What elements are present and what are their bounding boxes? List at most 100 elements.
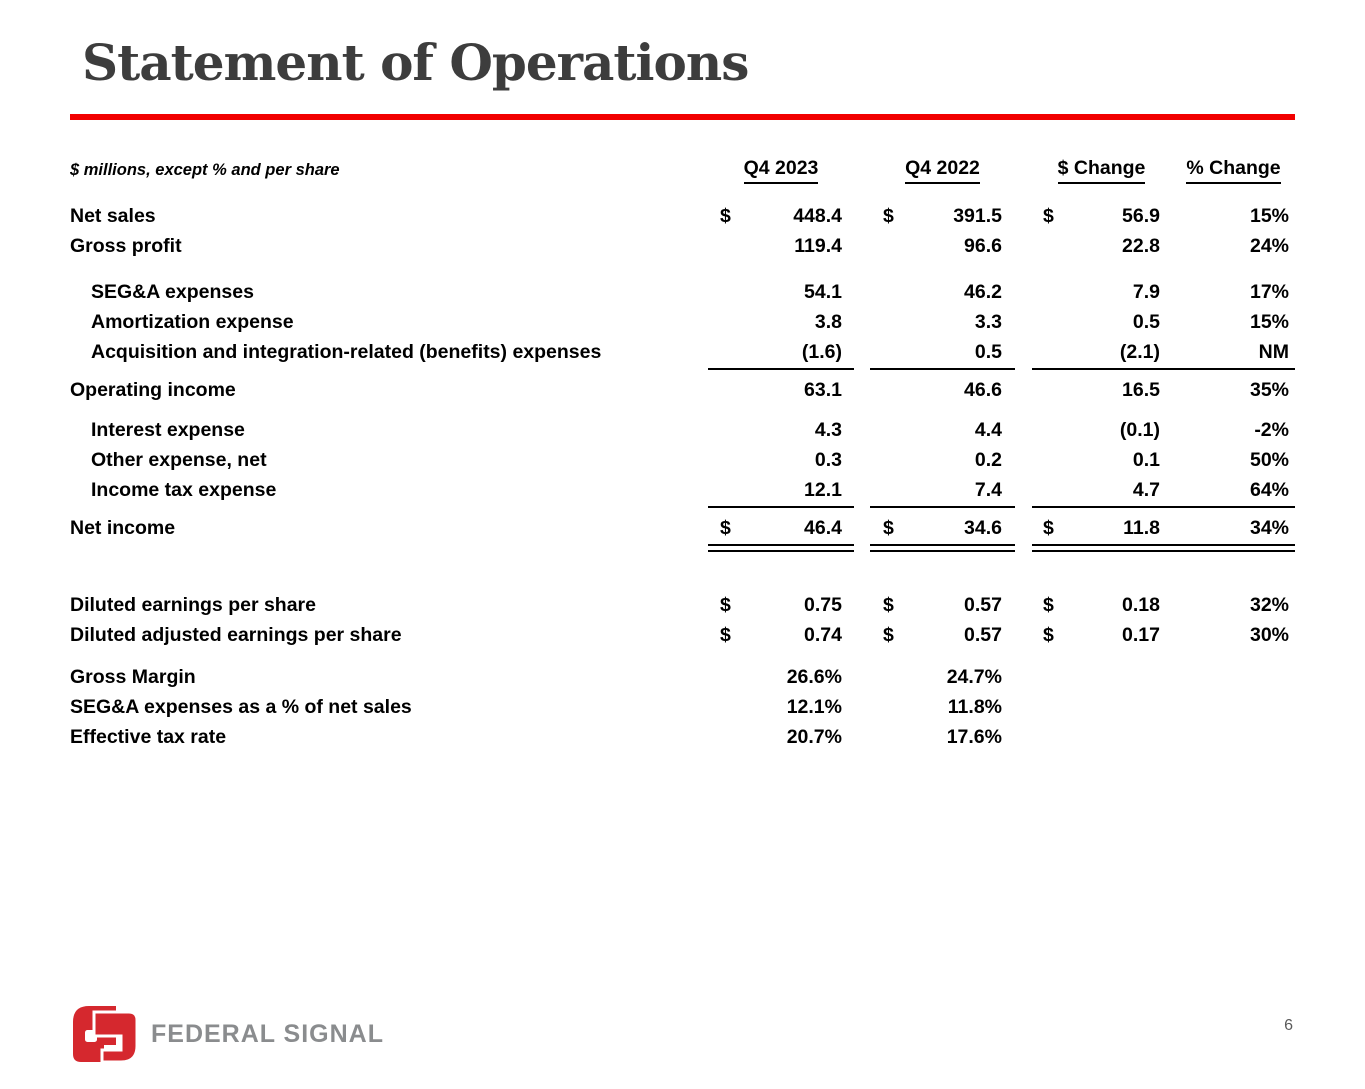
- row-label: Diluted adjusted earnings per share: [70, 624, 402, 646]
- col-header-q4-2023-cell: Q4 2023: [708, 157, 854, 184]
- fs-monogram-icon: [73, 1006, 138, 1063]
- federal-signal-logo: FEDERAL SIGNAL: [72, 1005, 384, 1063]
- table-row-gross-margin: Gross Margin 26.6% 24.7%: [70, 663, 1295, 693]
- value-dollar-change: 4.7: [1132, 479, 1160, 501]
- col-header-dollar-change: $ Change: [1057, 157, 1146, 184]
- page-title: Statement of Operations: [82, 33, 749, 92]
- row-label: Acquisition and integration-related (ben…: [91, 341, 602, 363]
- value-q4-2022: 3.3: [974, 311, 1002, 333]
- row-label: Net sales: [70, 205, 156, 227]
- value-q4-2023: 46.4: [804, 517, 842, 539]
- value-q4-2022: 24.7%: [946, 666, 1002, 688]
- table-row-diluted-eps: Diluted earnings per share $0.75 $0.57 $…: [70, 591, 1295, 621]
- value-dollar-change: 0.17: [1122, 624, 1160, 646]
- row-label: Diluted earnings per share: [70, 594, 316, 616]
- value-dollar-change: 0.18: [1122, 594, 1160, 616]
- col-header-q4-2023: Q4 2023: [743, 157, 819, 184]
- value-dollar-change: 0.1: [1132, 449, 1160, 471]
- table-row-operating-income: Operating income 63.1 46.6 16.5 35%: [70, 376, 1295, 406]
- table-row-amortization-expense: Amortization expense 3.8 3.3 0.5 15%: [70, 308, 1295, 338]
- dollar-sign: $: [883, 624, 894, 646]
- value-percent-change: 64%: [1249, 479, 1289, 501]
- dollar-sign: $: [720, 594, 731, 616]
- slide-content: Statement of Operations $ millions, exce…: [0, 34, 1365, 753]
- value-q4-2022: 46.2: [964, 281, 1002, 303]
- table-row-gross-profit: Gross profit 119.4 96.6 22.8 24%: [70, 232, 1295, 262]
- logo-wordmark: FEDERAL SIGNAL: [151, 1019, 384, 1048]
- table-row-effective-tax-rate: Effective tax rate 20.7% 17.6%: [70, 723, 1295, 753]
- title-divider: [70, 113, 1295, 120]
- row-label: Other expense, net: [91, 449, 267, 471]
- value-q4-2023: 448.4: [793, 205, 842, 227]
- value-q4-2023: 63.1: [804, 379, 842, 401]
- table-row-acquisition-expenses: Acquisition and integration-related (ben…: [70, 338, 1295, 368]
- value-dollar-change: (0.1): [1119, 419, 1160, 441]
- col-header-q4-2022: Q4 2022: [905, 157, 980, 184]
- value-q4-2023: 20.7%: [786, 726, 842, 748]
- dollar-sign: $: [1043, 624, 1054, 646]
- dollar-sign: $: [1043, 594, 1054, 616]
- dollar-sign: $: [883, 517, 894, 539]
- col-header-q4-2022-cell: Q4 2022: [870, 157, 1015, 184]
- units-note: $ millions, except % and per share: [70, 160, 340, 179]
- dollar-sign: $: [883, 594, 894, 616]
- value-percent-change: 30%: [1249, 624, 1289, 646]
- value-q4-2023: 12.1: [804, 479, 842, 501]
- value-percent-change: 15%: [1249, 311, 1289, 333]
- table-row-interest-expense: Interest expense 4.3 4.4 (0.1) -2%: [70, 416, 1295, 446]
- row-label: Interest expense: [91, 419, 245, 441]
- table-row-net-sales: Net sales $448.4 $391.5 $56.9 15%: [70, 202, 1295, 232]
- row-label: Amortization expense: [91, 311, 294, 333]
- value-q4-2023: 0.74: [804, 624, 842, 646]
- value-q4-2023: 54.1: [804, 281, 842, 303]
- value-percent-change: NM: [1258, 341, 1289, 363]
- col-header-dollar-change-cell: $ Change: [1032, 157, 1172, 184]
- value-percent-change: 34%: [1249, 517, 1289, 539]
- value-q4-2022: 391.5: [953, 205, 1002, 227]
- dollar-sign: $: [1043, 205, 1054, 227]
- value-q4-2023: 119.4: [794, 235, 842, 257]
- value-percent-change: 32%: [1249, 594, 1289, 616]
- dollar-sign: $: [720, 624, 731, 646]
- value-dollar-change: 22.8: [1122, 235, 1160, 257]
- value-q4-2022: 34.6: [964, 517, 1002, 539]
- value-q4-2023: (1.6): [801, 341, 842, 363]
- value-q4-2022: 0.57: [964, 624, 1002, 646]
- value-q4-2022: 4.4: [974, 419, 1002, 441]
- table-row-sega-expenses: SEG&A expenses 54.1 46.2 7.9 17%: [70, 278, 1295, 308]
- value-q4-2023: 0.3: [814, 449, 842, 471]
- row-label: Effective tax rate: [70, 726, 227, 748]
- value-q4-2022: 0.57: [964, 594, 1002, 616]
- value-percent-change: 17%: [1249, 281, 1289, 303]
- value-dollar-change: 16.5: [1122, 379, 1160, 401]
- table-row-net-income: Net income $46.4 $34.6 $11.8 34%: [70, 514, 1295, 544]
- total-rule-double: [70, 543, 1295, 557]
- value-percent-change: 15%: [1249, 205, 1289, 227]
- table-row-other-expense-net: Other expense, net 0.3 0.2 0.1 50%: [70, 446, 1295, 476]
- row-label: Net income: [70, 517, 176, 539]
- table-row-income-tax-expense: Income tax expense 12.1 7.4 4.7 64%: [70, 476, 1295, 506]
- value-q4-2022: 0.5: [974, 341, 1002, 363]
- subtotal-rule-single: [70, 367, 1295, 376]
- row-label: Income tax expense: [91, 479, 277, 501]
- value-percent-change: 50%: [1249, 449, 1289, 471]
- value-q4-2022: 96.6: [964, 235, 1002, 257]
- value-dollar-change: (2.1): [1119, 341, 1160, 363]
- value-percent-change: 35%: [1249, 379, 1289, 401]
- value-dollar-change: 11.8: [1123, 517, 1160, 539]
- subtotal-rule-single: [70, 505, 1295, 514]
- table-row-diluted-adjusted-eps: Diluted adjusted earnings per share $0.7…: [70, 621, 1295, 651]
- col-header-change-cells: $ Change % Change: [1032, 157, 1295, 184]
- value-q4-2023: 0.75: [804, 594, 842, 616]
- value-q4-2022: 46.6: [964, 379, 1002, 401]
- row-label: SEG&A expenses as a % of net sales: [70, 696, 412, 718]
- value-percent-change: -2%: [1254, 419, 1289, 441]
- value-q4-2022: 0.2: [974, 449, 1002, 471]
- table-row-sega-percent-of-net-sales: SEG&A expenses as a % of net sales 12.1%…: [70, 693, 1295, 723]
- table-header-row: $ millions, except % and per share Q4 20…: [70, 154, 1295, 184]
- statement-of-operations-table: $ millions, except % and per share Q4 20…: [70, 154, 1295, 753]
- col-header-percent-change: % Change: [1186, 157, 1281, 184]
- row-label: SEG&A expenses: [91, 281, 254, 303]
- value-dollar-change: 7.9: [1132, 281, 1160, 303]
- value-dollar-change: 0.5: [1132, 311, 1160, 333]
